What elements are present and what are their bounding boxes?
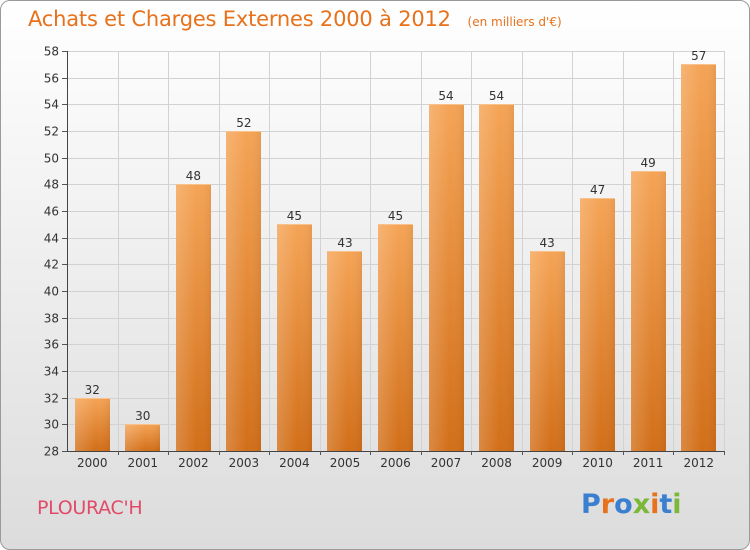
y-tick-label: 58: [44, 45, 59, 59]
x-tick-label: 2001: [128, 456, 159, 470]
y-tick-label: 28: [44, 445, 59, 459]
x-tick-label: 2011: [633, 456, 664, 470]
chart-title-main: Achats et Charges Externes 2000 à 2012: [28, 7, 451, 31]
bar-value-label: 49: [641, 156, 656, 170]
bar-value-label: 48: [186, 169, 201, 183]
bar-value-label: 57: [691, 49, 706, 63]
y-tick-label: 50: [44, 152, 59, 166]
bar-value-label: 32: [85, 383, 100, 397]
bar-shading: [75, 398, 110, 451]
bars: [75, 64, 716, 451]
bar-shading: [176, 184, 211, 451]
x-tick-label: 2004: [279, 456, 310, 470]
bar-value-label: 47: [590, 183, 605, 197]
y-tick-label: 52: [44, 125, 59, 139]
brand-letter: r: [600, 489, 615, 520]
bar-shading: [277, 224, 312, 451]
chart-subtitle: (en milliers d'€): [467, 15, 562, 29]
brand-letter: o: [614, 489, 633, 520]
bar-shading: [479, 104, 514, 451]
x-tick-label: 2009: [532, 456, 563, 470]
y-tick-label: 38: [44, 312, 59, 326]
bar-shading: [631, 171, 666, 451]
chart-title: Achats et Charges Externes 2000 à 2012 (…: [28, 7, 562, 31]
x-tick-label: 2005: [330, 456, 361, 470]
bar-shading: [580, 198, 615, 451]
x-tick-label: 2002: [178, 456, 209, 470]
x-tick-label: 2008: [481, 456, 512, 470]
brand-letter: x: [632, 489, 651, 520]
bar-value-label: 45: [388, 209, 403, 223]
y-tick-label: 30: [44, 418, 59, 432]
bar-value-label: 54: [438, 89, 453, 103]
x-tick-label: 2003: [229, 456, 260, 470]
bar-shading: [125, 424, 160, 451]
bar-shading: [327, 251, 362, 451]
brand-logo: Proxiti: [581, 489, 682, 520]
y-tick-label: 34: [44, 365, 59, 379]
y-tick-label: 54: [44, 98, 59, 112]
x-tick-label: 2006: [380, 456, 411, 470]
x-tick-label: 2012: [683, 456, 714, 470]
location-label: PLOURAC'H: [37, 497, 143, 519]
axes: [62, 51, 725, 455]
brand-letter: i: [650, 489, 660, 520]
y-tick-label: 42: [44, 258, 59, 272]
bar-shading: [378, 224, 413, 451]
y-tick-label: 36: [44, 338, 59, 352]
y-tick-label: 56: [44, 72, 59, 86]
bar-shading: [681, 64, 716, 451]
bar-value-label: 45: [287, 209, 302, 223]
x-tick-label: 2010: [582, 456, 613, 470]
bar-shading: [530, 251, 565, 451]
bar-shading: [429, 104, 464, 451]
bar-value-label: 43: [337, 236, 352, 250]
bar-value-label: 54: [489, 89, 504, 103]
brand-letter: P: [581, 489, 601, 520]
y-tick-label: 48: [44, 178, 59, 192]
bar-value-label: 30: [135, 409, 150, 423]
labels: 28 30 32 34 36 38 40 42 44 46 48 50 52 54 56 58 32 2000 30…: [44, 45, 714, 471]
bar-shading: [226, 131, 261, 451]
x-tick-label: 2000: [77, 456, 108, 470]
bar-value-label: 52: [236, 116, 251, 130]
brand-letter: i: [672, 489, 682, 520]
y-tick-label: 46: [44, 205, 59, 219]
x-tick-label: 2007: [431, 456, 462, 470]
y-tick-label: 32: [44, 392, 59, 406]
y-tick-label: 40: [44, 285, 59, 299]
bar-value-label: 43: [539, 236, 554, 250]
y-tick-label: 44: [44, 232, 59, 246]
brand-letter: t: [659, 489, 673, 520]
